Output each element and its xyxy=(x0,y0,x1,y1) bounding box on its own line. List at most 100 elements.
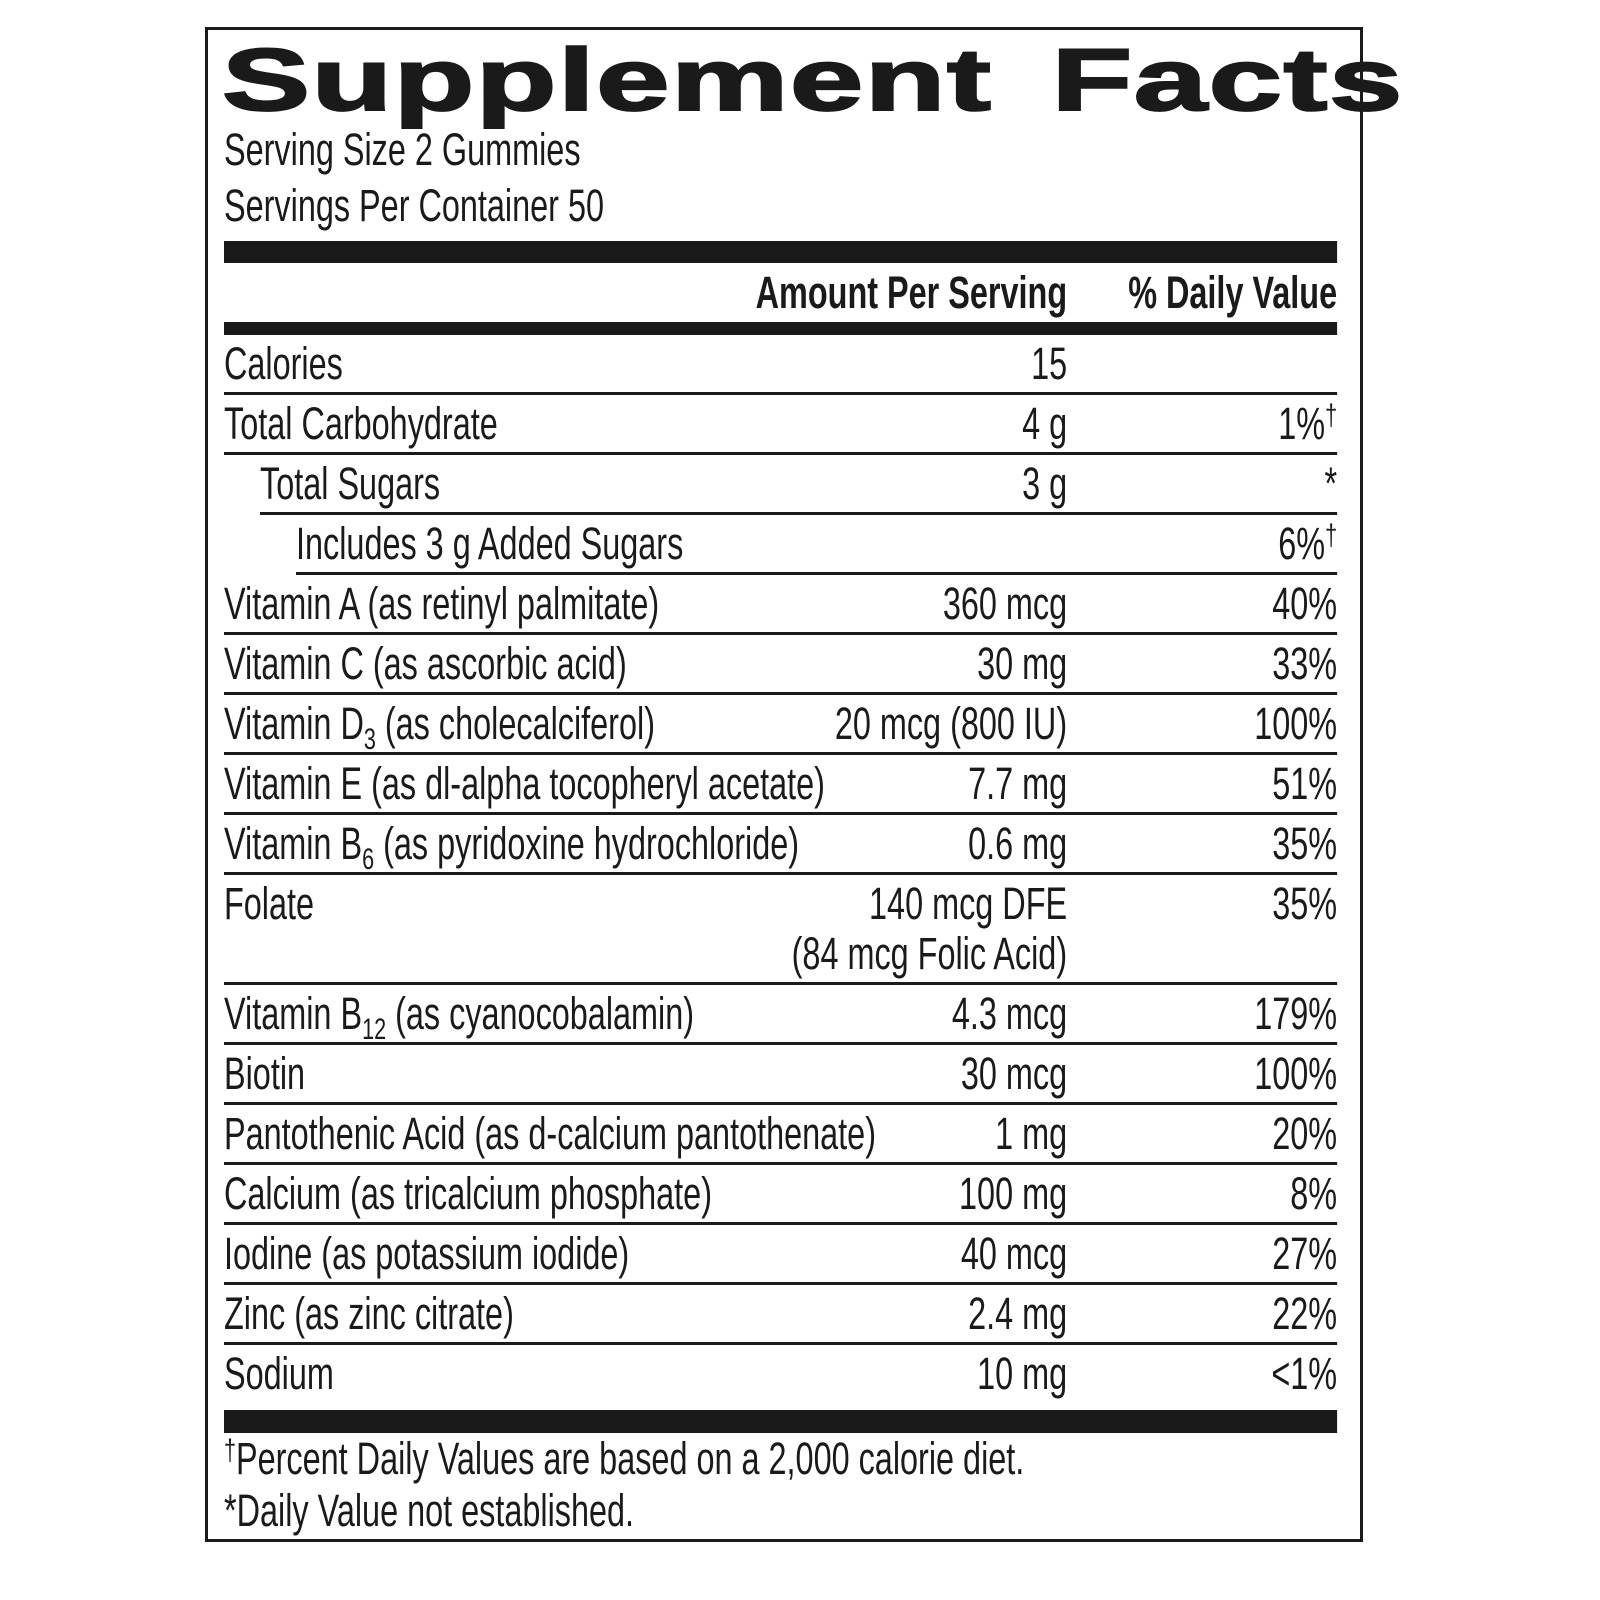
nutrient-source: (as cholecalciferol) xyxy=(375,698,655,749)
label-title: Supplement Facts xyxy=(221,29,1404,130)
daily-value-text: 100% xyxy=(1254,1048,1338,1099)
nutrient-name: Vitamin E (as dl-alpha tocopheryl acetat… xyxy=(224,755,825,812)
daily-value-text: 51% xyxy=(1272,758,1338,809)
dagger-mark: † xyxy=(224,1434,237,1467)
medium-divider xyxy=(224,322,1338,335)
nutrient-amount: 2.4 mg xyxy=(968,1285,1067,1342)
nutrient-row: Folate 140 mcg DFE (84 mcg Folic Acid) 35% xyxy=(224,875,1338,985)
nutrient-name: Vitamin C (as ascorbic acid) xyxy=(224,635,627,692)
daily-value: 100% xyxy=(1254,1045,1337,1102)
nutrient-row: Vitamin C (as ascorbic acid) 30 mg 33% xyxy=(224,635,1338,695)
daily-value: 1%† xyxy=(1278,395,1337,452)
daily-value: 35% xyxy=(1272,815,1337,872)
nutrient-amount: 100 mg xyxy=(959,1165,1067,1222)
nutrient-amount: 140 mcg DFE (84 mcg Folic Acid) xyxy=(792,879,1067,979)
amount-text: 360 mcg xyxy=(942,578,1068,629)
footnote-not-established: *Daily Value not established. xyxy=(224,1485,635,1536)
nutrient-name-text: Sodium xyxy=(224,1348,334,1399)
nutrient-name: Folate xyxy=(224,875,314,933)
amount-text: 15 xyxy=(1031,338,1068,389)
daily-value-text: 27% xyxy=(1272,1228,1338,1279)
nutrient-name: Vitamin B12 (as cyanocobalamin) xyxy=(224,985,695,1045)
nutrient-amount: 15 xyxy=(1031,335,1067,392)
subscript: 3 xyxy=(363,723,376,756)
amount-text: 30 mcg xyxy=(960,1048,1068,1099)
daily-value: 6%† xyxy=(1278,515,1337,572)
daily-value-text: 6% xyxy=(1278,518,1326,569)
daily-value-text: 179% xyxy=(1254,988,1338,1039)
daily-value-text: * xyxy=(1324,458,1338,509)
nutrient-source: (as pyridoxine hydrochloride) xyxy=(374,818,800,869)
column-header: Amount Per Serving % Daily Value xyxy=(224,263,1337,322)
nutrient-source: (as cyanocobalamin) xyxy=(386,988,695,1039)
nutrient-name-text: Biotin xyxy=(224,1048,306,1099)
amount-text: 3 g xyxy=(1022,458,1068,509)
amount-text: 30 mg xyxy=(977,638,1068,689)
dagger-mark: † xyxy=(1325,519,1338,552)
label-border xyxy=(205,27,1363,1542)
nutrient-row: Vitamin B12 (as cyanocobalamin) 4.3 mcg 17… xyxy=(224,985,1338,1045)
nutrient-name: Total Sugars xyxy=(260,455,440,512)
daily-value-text: 100% xyxy=(1254,698,1338,749)
nutrient-amount: 30 mcg xyxy=(961,1045,1067,1102)
nutrient-amount: 360 mcg xyxy=(943,575,1067,632)
daily-value: * xyxy=(1325,455,1338,512)
daily-value: 22% xyxy=(1272,1285,1337,1342)
daily-value: 8% xyxy=(1290,1165,1337,1222)
amount-text: 0.6 mg xyxy=(968,818,1068,869)
daily-value-text: <1% xyxy=(1271,1348,1338,1399)
nutrient-name-text: Vitamin A (as retinyl palmitate) xyxy=(224,578,660,629)
nutrient-amount: 1 mg xyxy=(995,1105,1067,1162)
serving-size: Serving Size 2 Gummies xyxy=(224,124,581,175)
nutrient-name-text: Vitamin E (as dl-alpha tocopheryl acetat… xyxy=(224,758,825,809)
nutrient-name-text: Zinc (as zinc citrate) xyxy=(224,1288,514,1339)
daily-value-text: 22% xyxy=(1272,1288,1338,1339)
nutrient-amount: 20 mcg (800 IU) xyxy=(835,695,1067,752)
nutrient-name-text: Vitamin D xyxy=(224,698,364,749)
servings-per-container: Servings Per Container 50 xyxy=(224,180,605,231)
amount-text: 100 mg xyxy=(959,1168,1068,1219)
nutrient-name-text: Vitamin B xyxy=(224,818,363,869)
daily-value: 20% xyxy=(1272,1105,1337,1162)
supplement-facts-panel: Serving Size 2 Gummies Servings Per Cont… xyxy=(224,122,1338,1537)
nutrient-row: Calories 15 xyxy=(224,335,1338,395)
nutrient-amount: 30 mg xyxy=(977,635,1067,692)
nutrient-amount: 3 g xyxy=(1022,455,1067,512)
nutrient-name-text: Total Sugars xyxy=(260,458,441,509)
nutrient-name: Includes 3 g Added Sugars xyxy=(296,515,683,572)
daily-value-text: 35% xyxy=(1272,878,1338,929)
nutrient-row: Vitamin D3 (as cholecalciferol) 20 mcg (8… xyxy=(224,695,1338,755)
amount-text: 7.7 mg xyxy=(968,758,1068,809)
daily-value-header: % Daily Value xyxy=(1128,267,1338,318)
amount-text: 40 mcg xyxy=(960,1228,1068,1279)
dagger-mark: † xyxy=(1325,399,1338,432)
footnote-text: Percent Daily Values are based on a 2,00… xyxy=(236,1433,1025,1484)
nutrient-amount: 40 mcg xyxy=(961,1225,1067,1282)
amount-text: 20 mcg (800 IU) xyxy=(834,698,1068,749)
nutrient-name: Zinc (as zinc citrate) xyxy=(224,1285,514,1342)
nutrient-row: Vitamin E (as dl-alpha tocopheryl acetat… xyxy=(224,755,1338,815)
nutrient-name: Iodine (as potassium iodide) xyxy=(224,1225,629,1282)
daily-value: 35% xyxy=(1272,875,1337,933)
daily-value-text: 1% xyxy=(1278,398,1326,449)
nutrient-name: Sodium xyxy=(224,1345,334,1402)
nutrient-name: Total Carbohydrate xyxy=(224,395,498,452)
nutrient-name: Pantothenic Acid (as d-calcium pantothen… xyxy=(224,1105,876,1162)
nutrient-name-text: Vitamin C (as ascorbic acid) xyxy=(224,638,627,689)
thick-divider xyxy=(224,241,1338,263)
nutrient-name: Vitamin A (as retinyl palmitate) xyxy=(224,575,659,632)
nutrient-name-text: Folate xyxy=(224,878,315,929)
nutrient-amount: 0.6 mg xyxy=(968,815,1067,872)
amount-text: 10 mg xyxy=(977,1348,1068,1399)
daily-value: 40% xyxy=(1272,575,1337,632)
nutrient-row: Zinc (as zinc citrate) 2.4 mg 22% xyxy=(224,1285,1338,1345)
nutrient-name: Vitamin D3 (as cholecalciferol) xyxy=(224,695,655,755)
nutrient-name-text: Vitamin B xyxy=(224,988,363,1039)
nutrient-row: Biotin 30 mcg 100% xyxy=(224,1045,1338,1105)
nutrient-name: Calories xyxy=(224,335,343,392)
footnote-daily-values: †Percent Daily Values are based on a 2,0… xyxy=(224,1433,1337,1485)
daily-value: 179% xyxy=(1254,985,1337,1042)
nutrient-name-text: Iodine (as potassium iodide) xyxy=(224,1228,630,1279)
nutrient-row: Vitamin B6 (as pyridoxine hydrochloride)… xyxy=(224,815,1338,875)
amount-text: 1 mg xyxy=(995,1108,1068,1159)
